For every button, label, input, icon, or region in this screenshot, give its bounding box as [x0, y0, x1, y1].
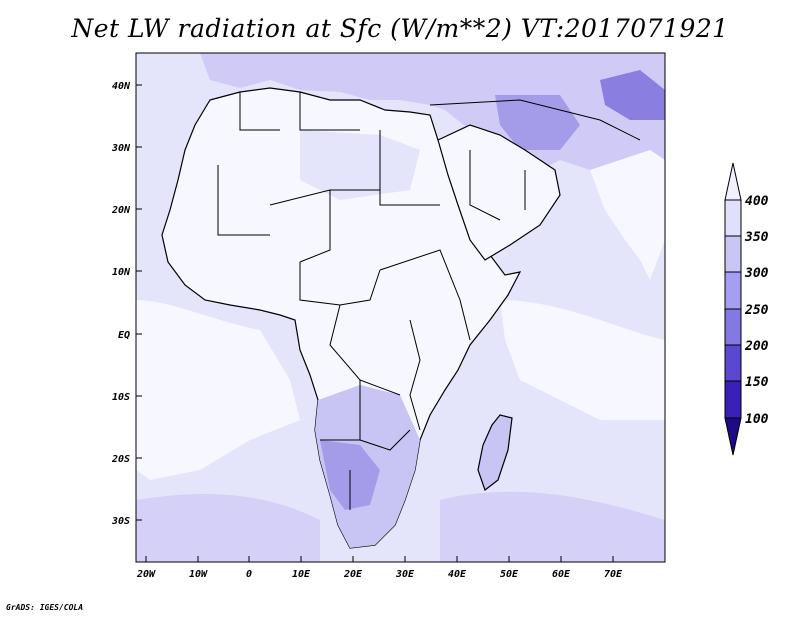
- map-frame: [135, 52, 666, 563]
- colorbar-label: 400: [745, 194, 769, 209]
- india-land: [590, 150, 665, 280]
- colorbar-bottom-arrow: [724, 417, 742, 456]
- colorbar-label: 100: [745, 412, 769, 427]
- colorbar-segment: [724, 308, 742, 346]
- y-tick-label: 10S: [112, 392, 130, 403]
- colorbar-top-arrow: [724, 162, 742, 201]
- y-tick-label: 40N: [112, 81, 131, 92]
- y-tick-label: 30S: [111, 516, 130, 527]
- x-axis: 20W 10W 0 10E 20E 30E 40E 50E 60E 70E: [136, 556, 623, 580]
- arabia-land: [437, 124, 561, 261]
- plot-title: Net LW radiation at Sfc (W/m**2) VT:2017…: [71, 14, 729, 43]
- colorbar-segment: [724, 271, 742, 310]
- colorbar-segment: [724, 380, 742, 419]
- colorbar-label: 250: [744, 303, 769, 318]
- colorbar-segment: [724, 235, 742, 273]
- colorbar-label: 300: [744, 266, 769, 281]
- y-tick-label: 30N: [111, 143, 131, 154]
- x-tick-label: 20E: [343, 569, 363, 580]
- iran-dark-region: [495, 95, 580, 150]
- colorbar-label: 150: [745, 375, 769, 390]
- colorbar-segment: [724, 199, 742, 237]
- x-tick-label: 30E: [395, 569, 415, 580]
- ocean-clear-patch-indian: [500, 300, 665, 420]
- ocean-clear-patch-atlantic: [136, 300, 300, 480]
- y-tick-label: 20N: [111, 205, 131, 216]
- sahara-mid-patch: [300, 130, 420, 200]
- ocean-mid-patch-southeast: [440, 491, 665, 562]
- madagascar: [477, 414, 513, 491]
- y-tick-label: 10N: [112, 267, 131, 278]
- map-field: [136, 53, 665, 562]
- x-tick-label: 20W: [136, 569, 156, 580]
- colorbar-label: 200: [744, 339, 769, 354]
- country-borders: [217, 92, 641, 510]
- x-tick-label: 10E: [292, 569, 311, 580]
- grads-credit: GrADS: IGES/COLA: [6, 603, 84, 612]
- y-axis: 40N 30N 20N 10N EQ 10S 20S 30S: [111, 81, 142, 527]
- colorbar-label: 350: [744, 230, 769, 245]
- himalaya-dark-region: [600, 70, 665, 120]
- ocean-mid-patch-south: [136, 494, 320, 562]
- colorbar-segment: [724, 344, 742, 382]
- x-tick-label: 0: [246, 569, 252, 580]
- x-tick-label: 70E: [604, 569, 623, 580]
- x-tick-label: 60E: [552, 569, 571, 580]
- y-tick-label: 20S: [111, 454, 130, 465]
- colorbar: 400 350 300 250 200 150 100: [724, 162, 769, 456]
- y-tick-label: EQ: [118, 330, 130, 341]
- x-tick-label: 40E: [448, 569, 467, 580]
- x-tick-label: 10W: [189, 569, 208, 580]
- x-tick-label: 50E: [500, 569, 519, 580]
